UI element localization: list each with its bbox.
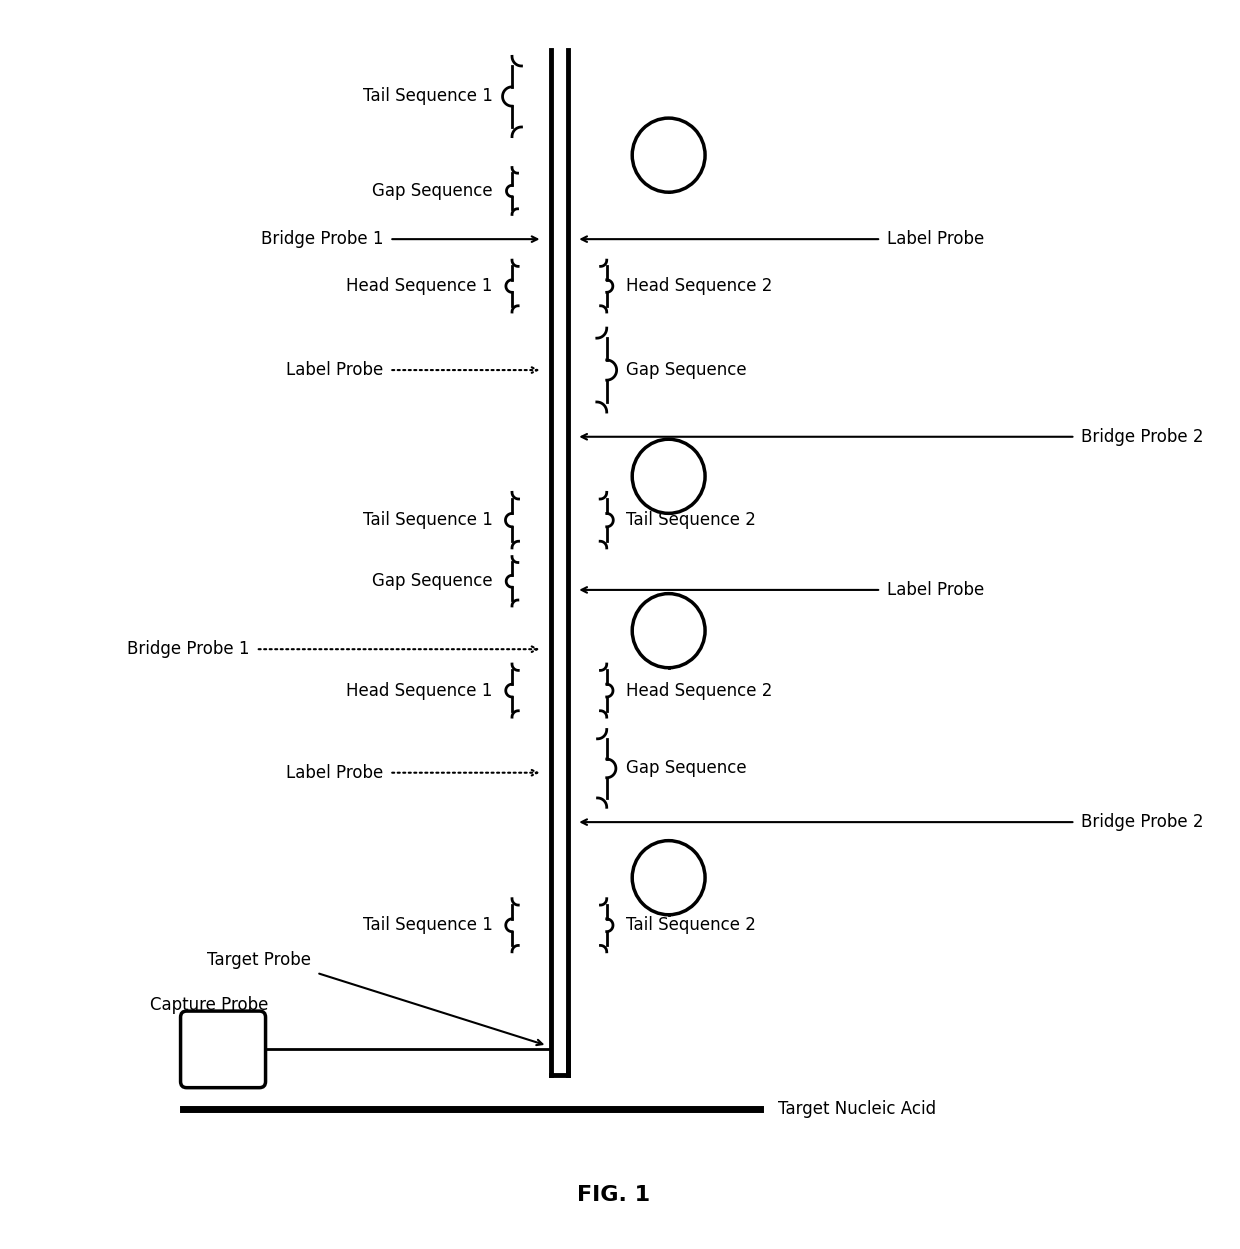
Text: FIG. 1: FIG. 1 bbox=[578, 1185, 651, 1205]
Text: Label Probe: Label Probe bbox=[887, 230, 985, 249]
Text: Gap Sequence: Gap Sequence bbox=[372, 182, 492, 200]
Text: Label Probe: Label Probe bbox=[286, 361, 383, 378]
Text: Head Sequence 2: Head Sequence 2 bbox=[626, 682, 773, 699]
Text: Target Nucleic Acid: Target Nucleic Acid bbox=[777, 1099, 936, 1118]
Text: Target Probe: Target Probe bbox=[207, 952, 311, 969]
Text: Gap Sequence: Gap Sequence bbox=[626, 361, 746, 378]
Text: Tail Sequence 2: Tail Sequence 2 bbox=[626, 511, 756, 530]
Text: Label Probe: Label Probe bbox=[286, 763, 383, 782]
Circle shape bbox=[632, 440, 706, 513]
Text: Gap Sequence: Gap Sequence bbox=[372, 572, 492, 591]
Text: Bridge Probe 1: Bridge Probe 1 bbox=[128, 641, 249, 658]
Text: Label Probe: Label Probe bbox=[887, 581, 985, 600]
Text: Capture Probe: Capture Probe bbox=[150, 995, 269, 1014]
Circle shape bbox=[632, 119, 706, 192]
Text: Tail Sequence 1: Tail Sequence 1 bbox=[363, 511, 492, 530]
Text: Head Sequence 1: Head Sequence 1 bbox=[346, 277, 492, 295]
Text: Tail Sequence 1: Tail Sequence 1 bbox=[363, 917, 492, 934]
Text: Bridge Probe 1: Bridge Probe 1 bbox=[260, 230, 383, 249]
Text: Tail Sequence 1: Tail Sequence 1 bbox=[363, 87, 492, 105]
Text: Tail Sequence 2: Tail Sequence 2 bbox=[626, 917, 756, 934]
Text: Bridge Probe 2: Bridge Probe 2 bbox=[1081, 813, 1204, 831]
Text: Gap Sequence: Gap Sequence bbox=[626, 759, 746, 777]
Circle shape bbox=[632, 593, 706, 668]
FancyBboxPatch shape bbox=[181, 1012, 265, 1088]
Circle shape bbox=[632, 841, 706, 914]
Text: Head Sequence 1: Head Sequence 1 bbox=[346, 682, 492, 699]
Text: Bridge Probe 2: Bridge Probe 2 bbox=[1081, 427, 1204, 446]
Text: Head Sequence 2: Head Sequence 2 bbox=[626, 277, 773, 295]
